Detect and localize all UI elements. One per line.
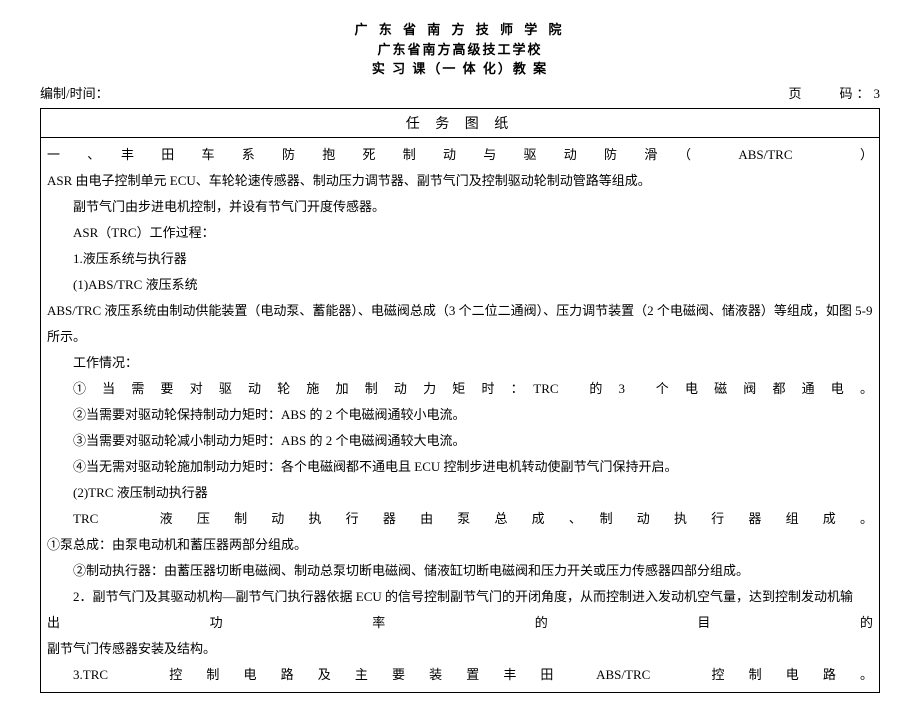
line-asr-compose: ASR 由电子控制单元 ECU、车轮轮速传感器、制动压力调节器、副节气门及控制驱… [47,168,873,194]
line-case-1: ① 当 需 要 对 驱 动 轮 施 加 制 动 力 矩 时 ： TRC 的 3 … [47,376,873,402]
school-title-1: 广 东 省 南 方 技 师 学 院 [40,20,880,40]
main-table: 任 务 图 纸 一 、 丰 田 车 系 防 抱 死 制 动 与 驱 动 防 滑 … [40,108,880,693]
task-header-cell: 任 务 图 纸 [41,108,880,137]
lesson-title: 实 习 课（一 体 化）教 案 [40,59,880,79]
page-header: 广 东 省 南 方 技 师 学 院 广东省南方高级技工学校 实 习 课（一 体 … [40,20,880,79]
school-title-2: 广东省南方高级技工学校 [40,40,880,60]
line-output-power: 出 功 率 的 目 的 [47,610,873,636]
line-sub-throttle: 2．副节气门及其驱动机构—副节气门执行器依据 ECU 的信号控制副节气门的开闭角… [47,584,873,610]
line-case-2: ②当需要对驱动轮保持制动力矩时：ABS 的 2 个电磁阀通较小电流。 [47,402,873,428]
line-sensor-install: 副节气门传感器安装及结构。 [47,636,873,662]
line-case-3: ③当需要对驱动轮减小制动力矩时：ABS 的 2 个电磁阀通较大电流。 [47,428,873,454]
page-code: 页 码：3 [788,83,880,102]
line-asr-process: ASR（TRC）工作过程： [47,220,873,246]
meta-row: 编制/时间： 页 码：3 [40,83,880,102]
line-case-4: ④当无需对驱动轮施加制动力矩时：各个电磁阀都不通电且 ECU 控制步进电机转动使… [47,454,873,480]
page-code-label: 页 码： [788,86,873,101]
compile-time-label: 编制/时间： [40,83,109,102]
line-hydraulic-header: 1.液压系统与执行器 [47,246,873,272]
line-brake-actuator: ②制动执行器：由蓄压器切断电磁阀、制动总泵切断电磁阀、储液缸切断电磁阀和压力开关… [47,558,873,584]
line-trc-circuit: 3.TRC 控 制 电 路 及 主 要 装 置 丰 田 ABS/TRC 控 制 … [47,662,873,688]
line-topic: 一 、 丰 田 车 系 防 抱 死 制 动 与 驱 动 防 滑 （ ABS/TR… [47,142,873,168]
page-code-num: 3 [874,86,881,101]
line-trc-compose: TRC 液 压 制 动 执 行 器 由 泵 总 成 、 制 动 执 行 器 组 … [47,506,873,532]
line-pump-assy: ①泵总成：由泵电动机和蓄压器两部分组成。 [47,532,873,558]
line-abs-trc-sys: (1)ABS/TRC 液压系统 [47,272,873,298]
line-work-header: 工作情况： [47,350,873,376]
line-compose-detail-b: 所示。 [47,324,873,350]
line-compose-detail: ABS/TRC 液压系统由制动供能装置（电动泵、蓄能器）、电磁阀总成（3 个二位… [47,298,873,324]
line-throttle: 副节气门由步进电机控制，并设有节气门开度传感器。 [47,194,873,220]
task-header-text: 任 务 图 纸 [406,117,515,132]
content-cell: 一 、 丰 田 车 系 防 抱 死 制 动 与 驱 动 防 滑 （ ABS/TR… [41,137,880,692]
line-trc-actuator: (2)TRC 液压制动执行器 [47,480,873,506]
